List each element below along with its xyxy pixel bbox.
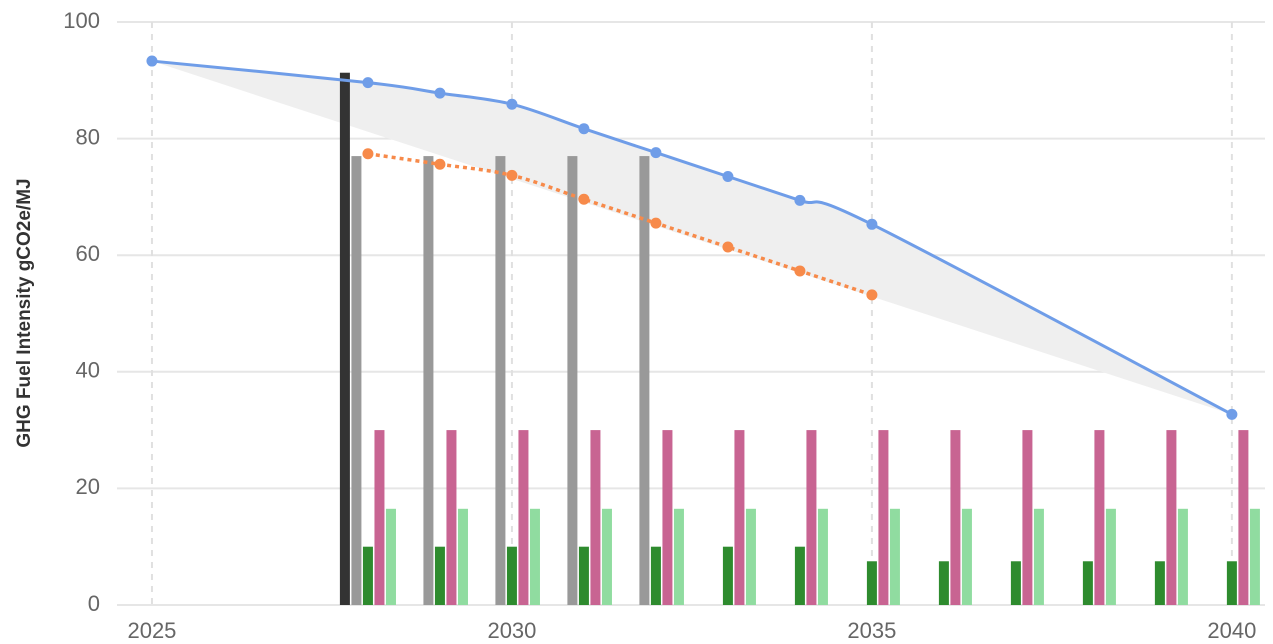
bar xyxy=(1022,430,1033,605)
marker xyxy=(146,55,158,67)
bar xyxy=(590,430,601,605)
bar xyxy=(578,546,589,605)
bar xyxy=(866,561,877,605)
bar xyxy=(950,430,961,605)
bar xyxy=(817,508,828,605)
y-tick-label: 100 xyxy=(63,8,100,33)
bar xyxy=(662,430,673,605)
x-tick-label: 2040 xyxy=(1207,618,1256,643)
bar xyxy=(1249,508,1260,605)
marker xyxy=(578,193,590,205)
marker xyxy=(866,218,878,230)
marker xyxy=(506,98,518,110)
marker xyxy=(506,169,518,181)
marker xyxy=(362,148,374,160)
y-tick-label: 40 xyxy=(76,358,100,383)
bar xyxy=(385,508,396,605)
bar xyxy=(495,156,506,605)
x-tick-label: 2030 xyxy=(487,618,536,643)
y-tick-label: 60 xyxy=(76,241,100,266)
x-tick-label: 2025 xyxy=(127,618,176,643)
bar xyxy=(806,430,817,605)
band xyxy=(151,61,1232,415)
bar xyxy=(1238,430,1249,605)
bar xyxy=(1177,508,1188,605)
bar xyxy=(1094,430,1105,605)
bar xyxy=(673,508,684,605)
bar xyxy=(1010,561,1021,605)
bar xyxy=(351,156,362,605)
marker xyxy=(1226,408,1238,420)
bar xyxy=(1082,561,1093,605)
y-tick-label: 0 xyxy=(88,591,100,616)
bar xyxy=(434,546,445,605)
bar xyxy=(745,508,756,605)
marker xyxy=(794,265,806,277)
bar xyxy=(1166,430,1177,605)
bar xyxy=(794,546,805,605)
marker xyxy=(434,87,446,99)
bar xyxy=(722,546,733,605)
bar xyxy=(446,430,457,605)
x-tick-label: 2035 xyxy=(847,618,896,643)
bar xyxy=(639,156,650,605)
bar xyxy=(734,430,745,605)
marker xyxy=(434,158,446,170)
bar xyxy=(423,156,434,605)
marker xyxy=(362,77,374,89)
bar xyxy=(938,561,949,605)
bar xyxy=(457,508,468,605)
bar xyxy=(889,508,900,605)
line xyxy=(367,152,873,297)
bar xyxy=(1105,508,1116,605)
bar xyxy=(601,508,612,605)
y-tick-label: 20 xyxy=(76,474,100,499)
y-tick-label: 80 xyxy=(76,124,100,149)
y-axis-title: GHG Fuel Intensity gCO2e/MJ xyxy=(14,178,35,447)
marker xyxy=(866,289,878,301)
marker xyxy=(578,123,590,135)
bar xyxy=(650,546,661,605)
marker xyxy=(722,241,734,253)
bar xyxy=(961,508,972,605)
bar xyxy=(362,546,373,605)
marker xyxy=(650,217,662,229)
bar xyxy=(567,156,578,605)
bar xyxy=(339,72,350,605)
marker xyxy=(650,147,662,159)
bar xyxy=(374,430,385,605)
marker xyxy=(722,170,734,182)
bar xyxy=(1033,508,1044,605)
bar xyxy=(506,546,517,605)
bar xyxy=(1154,561,1165,605)
bar xyxy=(529,508,540,605)
bar xyxy=(1226,561,1237,605)
marker xyxy=(794,194,806,206)
bar xyxy=(878,430,889,605)
bar xyxy=(518,430,529,605)
